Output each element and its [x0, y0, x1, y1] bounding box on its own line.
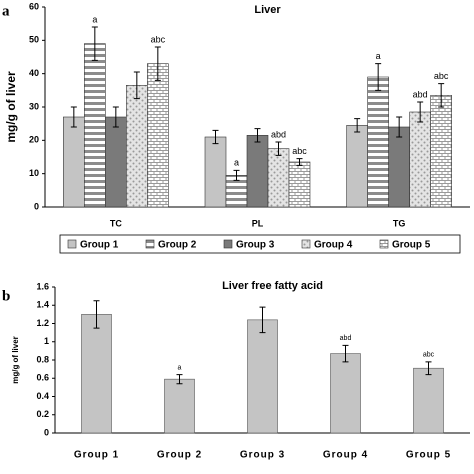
bar — [388, 126, 410, 208]
bar — [430, 95, 452, 208]
y-tick-label: 1.4 — [36, 300, 49, 310]
bar — [126, 85, 148, 208]
error-bar — [396, 116, 403, 138]
bar — [247, 319, 278, 434]
x-tick-label: Group 1 — [74, 450, 119, 461]
annotation: a — [178, 364, 182, 371]
annotation: a — [92, 14, 97, 24]
error-bar — [342, 344, 349, 363]
bar — [330, 353, 361, 434]
bar — [63, 116, 85, 208]
annotation: abc — [434, 71, 449, 81]
y-tick-label: 0.6 — [36, 373, 49, 383]
y-tick-label: 40 — [29, 68, 39, 78]
panel-letter: b — [2, 288, 10, 304]
y-tick-label: 30 — [29, 101, 39, 111]
y-tick-label: 0.2 — [36, 409, 49, 419]
error-bar — [70, 106, 77, 128]
legend-label: Group 3 — [236, 240, 275, 251]
legend-swatch — [379, 239, 389, 249]
legend-swatch — [301, 239, 311, 249]
chart-title: Liver free fatty acid — [222, 280, 323, 292]
y-tick-label: 0.4 — [36, 391, 49, 401]
legend-label: Group 2 — [158, 240, 197, 251]
annotation: abc — [292, 146, 307, 156]
y-tick-label: 1.2 — [36, 318, 49, 328]
bar — [81, 314, 112, 434]
annotation: a — [234, 158, 239, 168]
y-tick-label: 0.8 — [36, 354, 49, 364]
error-bar — [154, 46, 161, 81]
y-tick-label: 1.6 — [36, 281, 49, 291]
y-tick-label: 10 — [29, 168, 39, 178]
annotation: abd — [413, 89, 428, 99]
annotation: a — [376, 51, 381, 61]
legend-box — [59, 234, 461, 254]
bar — [204, 136, 227, 208]
legend-label: Group 5 — [392, 240, 431, 251]
error-bar — [438, 83, 445, 108]
legend: Group 1 Group 2 Group 3 Group 4 Group 5 — [59, 234, 461, 254]
bar — [367, 76, 389, 208]
error-bar — [91, 26, 98, 61]
error-bar — [233, 169, 240, 181]
error-bar — [212, 129, 219, 145]
error-bar — [417, 101, 424, 123]
y-tick-label: 0 — [44, 427, 49, 437]
legend-label: Group 1 — [80, 240, 119, 251]
annotation: abd — [340, 335, 352, 342]
x-tick-label: Group 5 — [406, 450, 451, 461]
legend-swatch — [145, 239, 155, 249]
error-bar — [425, 361, 432, 376]
panel-letter: a — [2, 3, 10, 19]
y-tick-label: 60 — [29, 1, 39, 11]
x-tick-label: TG — [393, 218, 406, 228]
bar — [246, 135, 269, 208]
y-tick-label: 0 — [34, 201, 39, 211]
bar — [147, 63, 169, 208]
error-bar — [254, 128, 261, 143]
annotation: abc — [151, 34, 166, 44]
x-tick-label: TC — [110, 218, 122, 228]
bar — [413, 367, 444, 434]
legend-label: Group 4 — [314, 240, 353, 251]
y-tick-label: 1 — [44, 336, 49, 346]
error-bar — [176, 374, 183, 385]
error-bar — [296, 158, 303, 166]
bar — [84, 43, 106, 208]
bar — [288, 161, 311, 208]
bar — [164, 378, 195, 434]
error-bar — [133, 71, 140, 100]
x-tick-label: PL — [252, 218, 264, 228]
legend-swatch — [223, 239, 233, 249]
bar — [346, 125, 368, 208]
error-bar — [375, 63, 382, 91]
y-axis-label: mg/g of liver — [4, 71, 18, 143]
y-tick-label: 50 — [29, 35, 39, 45]
annotation: abc — [423, 352, 435, 359]
error-bar — [275, 141, 282, 156]
bar — [409, 111, 431, 208]
x-tick-label: Group 3 — [240, 450, 285, 461]
bar — [105, 116, 127, 208]
error-bar — [112, 106, 119, 128]
y-axis-label: mg/g of liver — [11, 336, 20, 384]
legend-swatch — [67, 239, 77, 249]
error-bar — [354, 118, 361, 133]
error-bar — [93, 300, 100, 329]
y-tick-label: 20 — [29, 135, 39, 145]
annotation: abd — [271, 129, 286, 139]
x-tick-label: Group 4 — [323, 450, 368, 461]
error-bar — [259, 306, 266, 334]
bar — [267, 148, 290, 208]
chart-title: Liver — [254, 4, 281, 16]
x-tick-label: Group 2 — [157, 450, 202, 461]
